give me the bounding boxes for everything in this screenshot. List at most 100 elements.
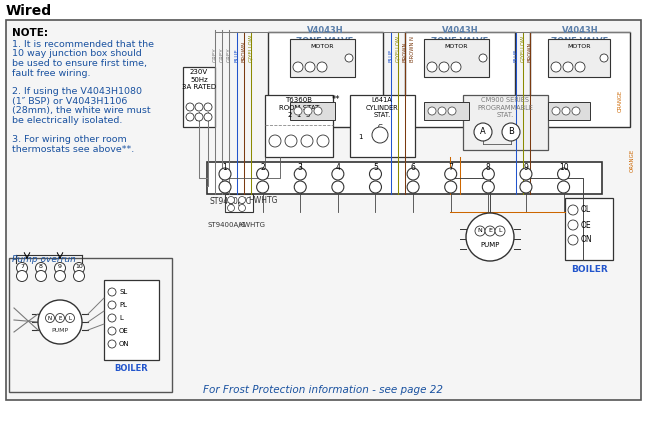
Text: 9: 9 (523, 163, 529, 173)
Circle shape (108, 327, 116, 335)
Text: ORANGE: ORANGE (630, 149, 635, 172)
Bar (350, 95, 415, 157)
Text: Wired: Wired (6, 4, 52, 18)
Text: be used to ensure first time,: be used to ensure first time, (12, 59, 147, 68)
Text: PUMP: PUMP (52, 327, 69, 333)
Text: BOILER: BOILER (571, 265, 608, 274)
Text: be electrically isolated.: be electrically isolated. (12, 116, 122, 125)
Text: 8: 8 (486, 163, 490, 173)
Circle shape (239, 197, 245, 203)
Circle shape (317, 62, 327, 72)
Bar (548, 39, 610, 77)
Text: 1. It is recommended that the: 1. It is recommended that the (12, 40, 154, 49)
Circle shape (495, 226, 505, 236)
Text: 7: 7 (448, 163, 453, 173)
Text: BROWN: BROWN (402, 42, 408, 62)
Circle shape (369, 181, 382, 193)
Bar (424, 39, 489, 77)
Text: 10: 10 (559, 163, 568, 173)
Text: 2. If using the V4043H1080: 2. If using the V4043H1080 (12, 87, 142, 97)
Circle shape (294, 168, 306, 180)
Text: 9: 9 (58, 265, 62, 270)
Circle shape (345, 54, 353, 62)
Circle shape (502, 123, 520, 141)
Text: NOTE:: NOTE: (12, 28, 48, 38)
Circle shape (572, 107, 580, 115)
Bar (268, 32, 383, 127)
Circle shape (520, 181, 532, 193)
Circle shape (204, 113, 212, 121)
Text: C: C (378, 124, 382, 130)
Circle shape (407, 181, 419, 193)
Text: G/YELLOW: G/YELLOW (248, 34, 254, 62)
Text: L: L (498, 228, 502, 233)
Circle shape (563, 62, 573, 72)
Text: GREY: GREY (219, 47, 225, 62)
Text: HWHTG: HWHTG (248, 196, 278, 205)
Text: 10: 10 (75, 265, 83, 270)
Text: 6: 6 (411, 163, 415, 173)
Circle shape (293, 62, 303, 72)
Circle shape (257, 168, 269, 180)
Text: ST9400A/C: ST9400A/C (208, 222, 247, 228)
Text: CM900 SERIES
PROGRAMMABLE
STAT.: CM900 SERIES PROGRAMMABLE STAT. (477, 97, 533, 118)
Text: T6360B
ROOM STAT
2  1  3: T6360B ROOM STAT 2 1 3 (279, 97, 319, 118)
Text: E: E (488, 228, 492, 233)
Circle shape (568, 235, 578, 245)
Bar (424, 102, 469, 120)
Text: 10 way junction box should: 10 way junction box should (12, 49, 142, 59)
Circle shape (54, 271, 65, 281)
Text: fault free wiring.: fault free wiring. (12, 68, 91, 78)
Circle shape (228, 205, 234, 211)
Circle shape (195, 103, 203, 111)
Text: BROWN: BROWN (527, 42, 532, 62)
Text: Pump overrun: Pump overrun (12, 255, 76, 264)
Circle shape (427, 62, 437, 72)
Text: G/YELLOW: G/YELLOW (395, 35, 400, 62)
Circle shape (186, 113, 194, 121)
Circle shape (108, 301, 116, 309)
Bar (463, 95, 548, 150)
Text: L: L (69, 316, 72, 320)
Circle shape (305, 62, 315, 72)
Circle shape (108, 340, 116, 348)
Text: 7: 7 (20, 265, 24, 270)
Circle shape (304, 107, 312, 115)
Circle shape (558, 181, 569, 193)
Circle shape (479, 54, 487, 62)
Circle shape (482, 181, 494, 193)
Text: HWHTG: HWHTG (238, 222, 265, 228)
Circle shape (17, 271, 28, 281)
Circle shape (257, 181, 269, 193)
Text: A: A (480, 127, 486, 136)
Text: 1: 1 (223, 163, 227, 173)
Text: ORANGE: ORANGE (617, 90, 622, 112)
Circle shape (195, 113, 203, 121)
Text: N: N (228, 201, 233, 206)
Circle shape (568, 205, 578, 215)
Circle shape (36, 262, 47, 273)
Text: thermostats see above**.: thermostats see above**. (12, 144, 134, 154)
Text: MOTOR: MOTOR (311, 44, 334, 49)
Circle shape (314, 107, 322, 115)
Text: L641A
CYLINDER
STAT.: L641A CYLINDER STAT. (366, 97, 399, 118)
Bar (530, 32, 630, 127)
Text: N: N (477, 228, 483, 233)
Circle shape (575, 62, 585, 72)
Circle shape (475, 226, 485, 236)
Circle shape (301, 135, 313, 147)
Text: V4043H
ZONE VALVE
HW: V4043H ZONE VALVE HW (432, 26, 488, 57)
Bar (183, 67, 215, 127)
Circle shape (219, 181, 231, 193)
Circle shape (56, 314, 65, 322)
Bar (104, 280, 159, 360)
Text: 1: 1 (358, 134, 362, 140)
Text: For Frost Protection information - see page 22: For Frost Protection information - see p… (203, 385, 443, 395)
Circle shape (438, 107, 446, 115)
Bar (225, 194, 253, 212)
Circle shape (448, 107, 456, 115)
Circle shape (562, 107, 570, 115)
Circle shape (558, 168, 569, 180)
Circle shape (17, 262, 28, 273)
Text: (1″ BSP) or V4043H1106: (1″ BSP) or V4043H1106 (12, 97, 127, 106)
